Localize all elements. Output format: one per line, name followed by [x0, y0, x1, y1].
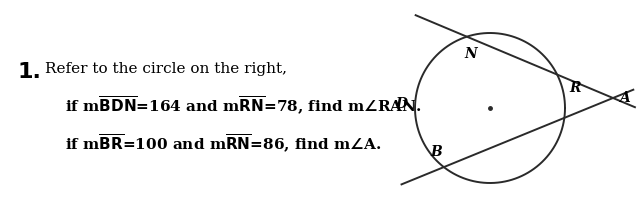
Text: if m$\mathbf{\overline{BDN}}$=164 and m$\mathbf{\overline{RN}}$=78, find m$\math: if m$\mathbf{\overline{BDN}}$=164 and m$…: [65, 95, 422, 117]
Text: N: N: [465, 47, 477, 61]
Text: B: B: [430, 145, 442, 159]
Text: Refer to the circle on the right,: Refer to the circle on the right,: [45, 62, 287, 76]
Text: R: R: [569, 81, 581, 95]
Text: if m$\mathbf{\overline{BR}}$=100 and m$\mathbf{\overline{RN}}$=86, find m$\mathb: if m$\mathbf{\overline{BR}}$=100 and m$\…: [65, 133, 381, 155]
Text: D: D: [395, 97, 407, 111]
Text: 1.: 1.: [18, 62, 42, 82]
Text: A: A: [619, 91, 629, 105]
